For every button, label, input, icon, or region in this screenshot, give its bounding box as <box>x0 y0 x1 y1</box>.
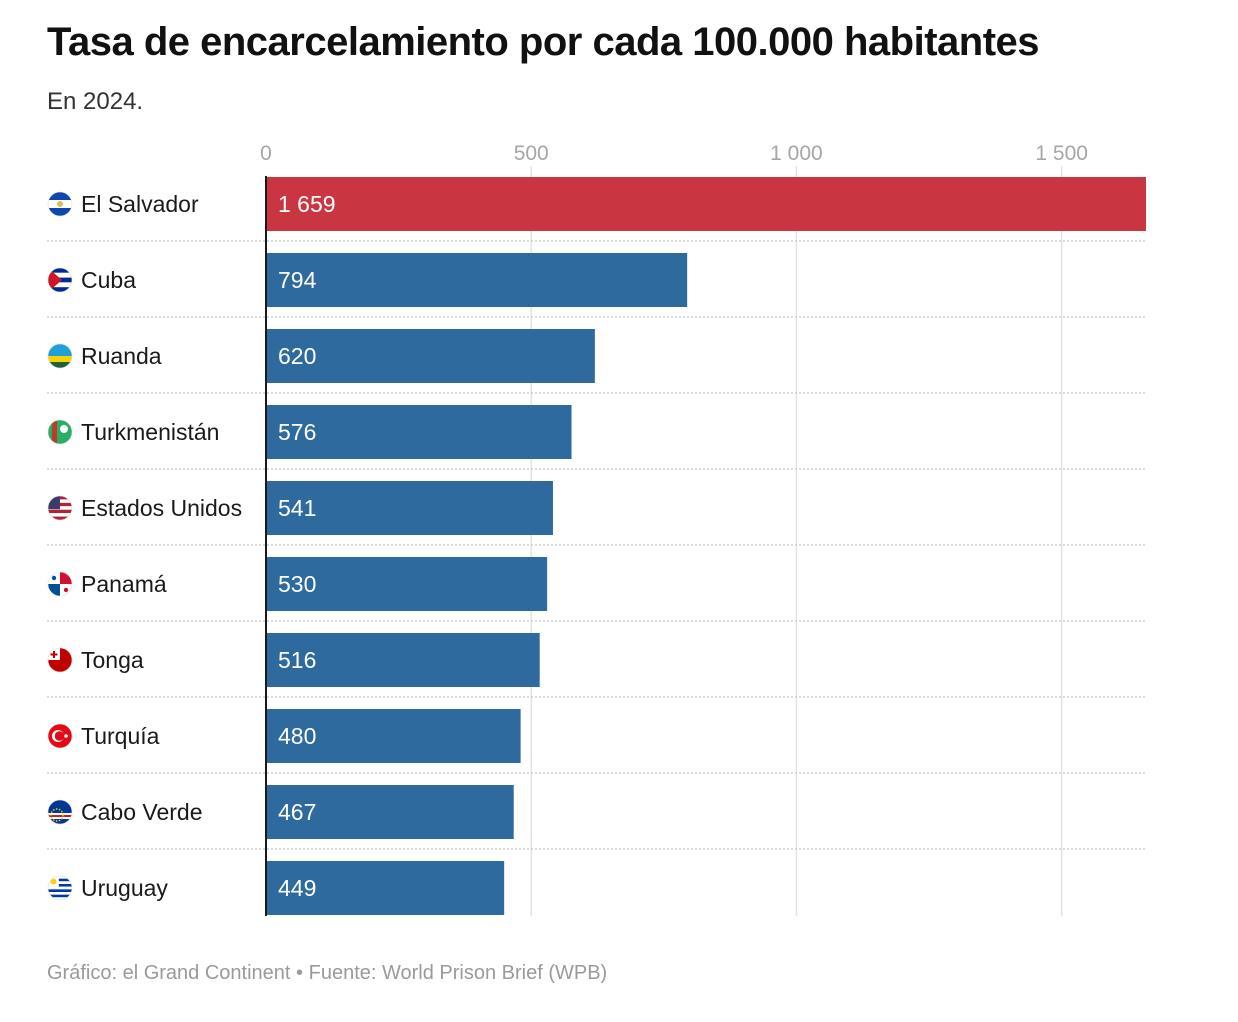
bar <box>266 861 505 915</box>
turkmenistan-flag-icon <box>47 419 73 445</box>
category-label: Cabo Verde <box>81 799 202 825</box>
category-label: Estados Unidos <box>81 495 242 521</box>
rwanda-flag-icon <box>47 343 73 369</box>
bar <box>266 633 540 687</box>
category-label: Uruguay <box>81 875 168 901</box>
bar-value-label: 516 <box>278 647 316 673</box>
bar-value-label: 794 <box>278 267 317 293</box>
tonga-flag-icon <box>47 647 73 673</box>
bar <box>266 557 548 611</box>
bar <box>266 709 521 763</box>
bar-value-label: 449 <box>278 875 316 901</box>
bar-value-label: 467 <box>278 799 316 825</box>
category-label: Panamá <box>81 571 167 597</box>
chart-title: Tasa de encarcelamiento por cada 100.000… <box>47 20 1040 64</box>
bar-value-label: 530 <box>278 571 316 597</box>
source-text: Fuente: World Prison Brief (WPB) <box>308 962 608 984</box>
bar <box>266 329 595 383</box>
uruguay-flag-icon <box>47 875 73 901</box>
category-label: El Salvador <box>81 191 199 217</box>
bar-chart: 0 500 1 000 1 500 1 659 El Salvador 794 Cuba 620… <box>47 142 1146 916</box>
category-label: Tonga <box>81 647 144 673</box>
footer-separator: • <box>296 962 304 984</box>
x-tick-label: 0 <box>260 142 272 165</box>
category-label: Turquía <box>81 723 160 749</box>
cape-verde-flag-icon <box>47 799 73 825</box>
bar-value-label: 576 <box>278 419 316 445</box>
x-tick-label: 500 <box>514 142 549 165</box>
cuba-flag-icon <box>47 267 73 293</box>
bar <box>266 177 1146 231</box>
category-label: Turkmenistán <box>81 419 219 445</box>
bar-value-label: 620 <box>278 343 316 369</box>
bar-value-label: 541 <box>278 495 316 521</box>
chart-footer: Gráfico: el Grand Continent • Fuente: Wo… <box>47 962 607 985</box>
x-tick-label: 1 500 <box>1035 142 1088 165</box>
usa-flag-icon <box>47 495 73 521</box>
chart-subtitle: En 2024. <box>47 88 144 115</box>
bar-value-label: 1 659 <box>278 191 336 217</box>
turkey-flag-icon <box>47 723 73 749</box>
x-tick-label: 1 000 <box>770 142 823 165</box>
category-label: Ruanda <box>81 343 162 369</box>
credit-text: Gráfico: el Grand Continent <box>47 962 291 984</box>
category-label: Cuba <box>81 267 136 293</box>
bar-value-label: 480 <box>278 723 316 749</box>
bar <box>266 481 553 535</box>
el-salvador-flag-icon <box>47 191 73 217</box>
panama-flag-icon <box>47 571 73 597</box>
bar <box>266 405 572 459</box>
bar <box>266 253 688 307</box>
bar <box>266 785 514 839</box>
